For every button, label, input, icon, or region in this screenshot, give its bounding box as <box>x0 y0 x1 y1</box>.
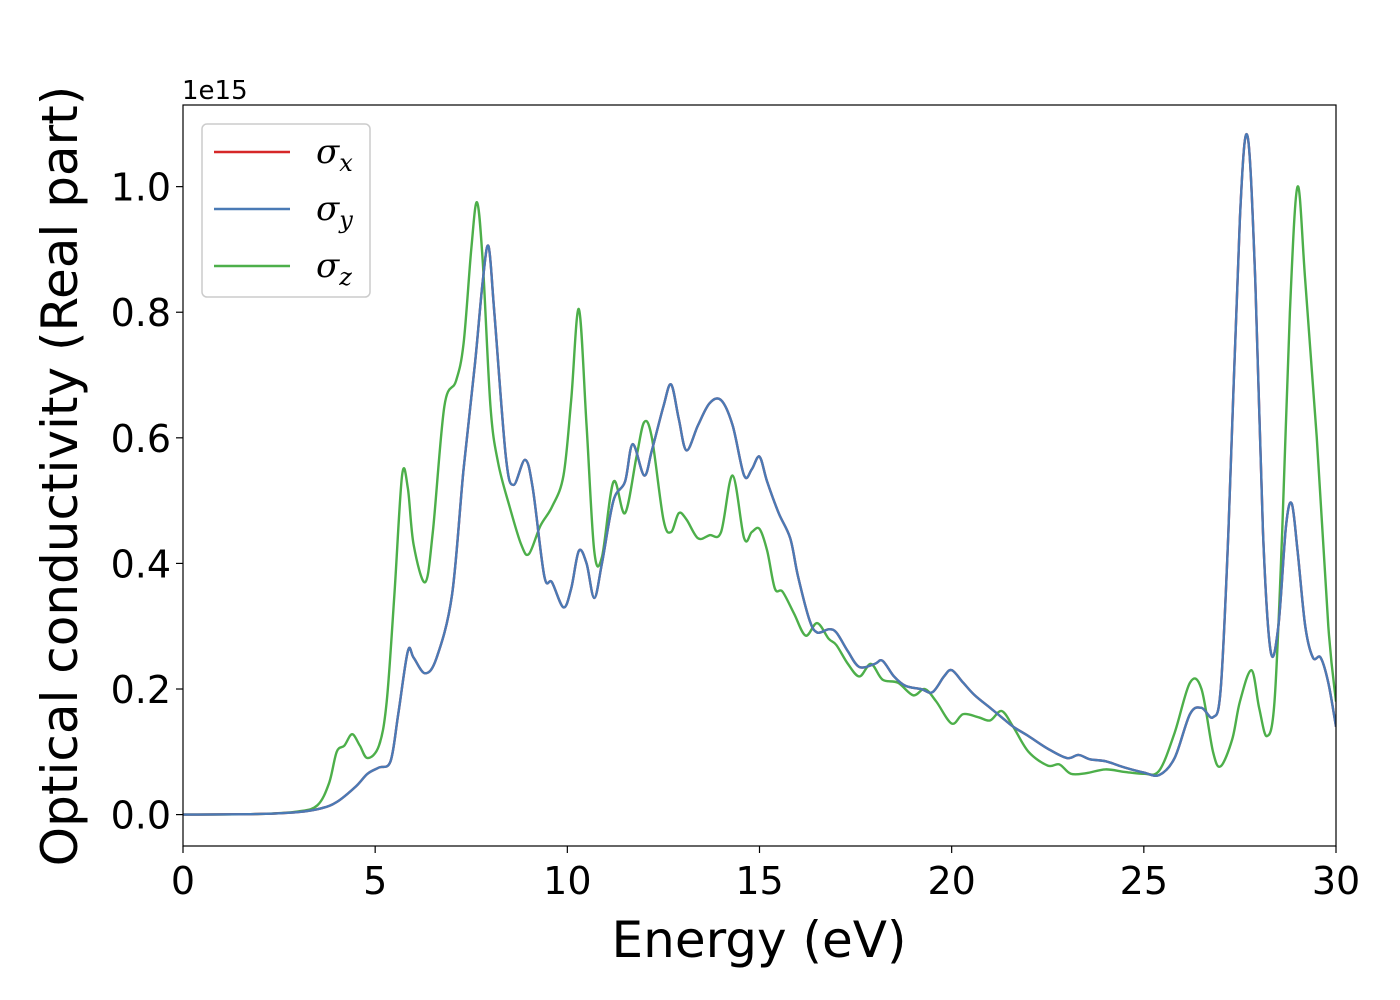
y-offset-label: 1e15 <box>182 76 248 106</box>
x-tick-label: 5 <box>363 859 387 903</box>
x-axis: 0 5 10 15 20 25 30 <box>171 846 1360 903</box>
y-tick-label: 0.4 <box>111 542 171 586</box>
y-tick-label: 0.0 <box>111 794 171 838</box>
legend-label-sigma-y: σy <box>316 189 353 234</box>
y-tick-label: 0.6 <box>111 417 171 461</box>
series-line-sigma-z <box>183 185 1336 816</box>
x-tick-label: 15 <box>735 859 783 903</box>
x-tick-label: 0 <box>171 859 195 903</box>
x-tick-label: 25 <box>1120 859 1168 903</box>
x-tick-label: 20 <box>927 859 975 903</box>
legend-label-sigma-z: σz <box>316 246 352 291</box>
series-layer <box>183 133 1336 816</box>
y-axis-title: Optical conductivity (Real part) <box>31 86 89 867</box>
x-axis-title: Energy (eV) <box>612 911 907 969</box>
series-line-sigma-y <box>183 133 1336 816</box>
y-axis: 0.0 0.2 0.4 0.6 0.8 1.0 <box>111 166 183 838</box>
x-tick-label: 30 <box>1312 859 1360 903</box>
y-tick-label: 0.2 <box>111 668 171 712</box>
y-tick-label: 1.0 <box>111 166 171 210</box>
legend-box <box>201 123 371 298</box>
y-tick-label: 0.8 <box>111 291 171 335</box>
legend-label-sigma-x: σx <box>316 132 353 177</box>
x-tick-label: 10 <box>543 859 591 903</box>
legend: σx σy σz <box>201 123 371 298</box>
